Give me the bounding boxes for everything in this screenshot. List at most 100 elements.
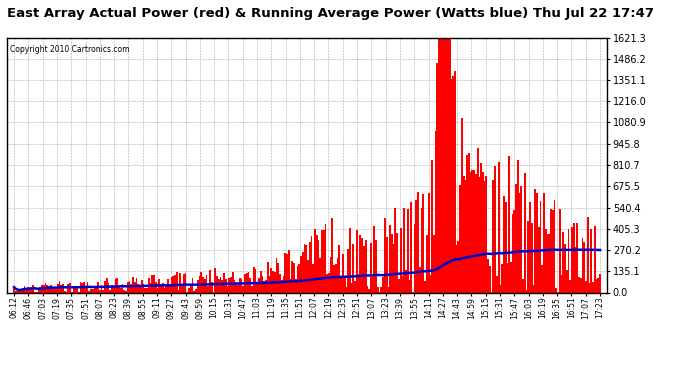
Bar	[363, 246, 365, 292]
Bar	[27, 287, 29, 292]
Bar	[239, 278, 241, 292]
Bar	[480, 163, 482, 292]
Bar	[380, 287, 382, 292]
Bar	[562, 232, 564, 292]
Bar	[153, 275, 155, 292]
Bar	[351, 284, 353, 292]
Bar	[223, 273, 225, 292]
Bar	[286, 254, 288, 292]
Bar	[477, 148, 479, 292]
Bar	[589, 283, 591, 292]
Bar	[473, 170, 475, 292]
Bar	[265, 280, 267, 292]
Bar	[76, 286, 78, 292]
Bar	[232, 272, 234, 292]
Bar	[536, 193, 538, 292]
Bar	[83, 282, 85, 292]
Bar	[151, 276, 153, 292]
Bar	[591, 229, 592, 292]
Bar	[218, 279, 219, 292]
Bar	[268, 276, 270, 292]
Bar	[41, 285, 43, 292]
Bar	[324, 224, 326, 292]
Bar	[471, 170, 473, 292]
Bar	[135, 278, 137, 292]
Bar	[190, 286, 192, 292]
Bar	[32, 285, 34, 292]
Bar	[19, 291, 20, 292]
Bar	[249, 278, 251, 292]
Bar	[106, 278, 108, 292]
Bar	[595, 279, 598, 292]
Bar	[452, 76, 454, 292]
Text: East Array Actual Power (red) & Running Average Power (Watts blue) Thu Jul 22 17: East Array Actual Power (red) & Running …	[7, 8, 654, 21]
Bar	[482, 172, 484, 292]
Bar	[102, 290, 104, 292]
Bar	[55, 287, 57, 292]
Bar	[195, 289, 197, 292]
Bar	[230, 277, 232, 292]
Bar	[192, 278, 193, 292]
Bar	[118, 286, 120, 292]
Bar	[259, 271, 262, 292]
Bar	[246, 273, 248, 292]
Bar	[304, 244, 306, 292]
Bar	[403, 209, 405, 292]
Bar	[353, 244, 355, 292]
Bar	[79, 282, 81, 292]
Bar	[362, 238, 363, 292]
Bar	[444, 38, 445, 292]
Bar	[395, 208, 396, 292]
Bar	[382, 277, 384, 292]
Bar	[585, 280, 587, 292]
Bar	[258, 278, 260, 292]
Bar	[267, 262, 268, 292]
Bar	[291, 261, 293, 292]
Bar	[508, 156, 510, 292]
Bar	[115, 279, 117, 292]
Bar	[515, 184, 517, 292]
Bar	[366, 286, 368, 292]
Bar	[503, 196, 505, 292]
Bar	[15, 291, 17, 292]
Bar	[148, 278, 150, 292]
Bar	[323, 230, 324, 292]
Bar	[396, 233, 398, 292]
Bar	[183, 274, 185, 292]
Bar	[326, 274, 328, 292]
Bar	[288, 250, 290, 292]
Text: Copyright 2010 Cartronics.com: Copyright 2010 Cartronics.com	[10, 45, 130, 54]
Bar	[576, 223, 578, 292]
Bar	[197, 280, 199, 292]
Bar	[241, 279, 242, 292]
Bar	[26, 288, 27, 292]
Bar	[314, 229, 316, 292]
Bar	[23, 286, 26, 292]
Bar	[442, 38, 444, 292]
Bar	[402, 276, 403, 292]
Bar	[160, 285, 162, 292]
Bar	[487, 260, 489, 292]
Bar	[411, 202, 412, 292]
Bar	[43, 285, 45, 292]
Bar	[117, 278, 118, 292]
Bar	[167, 279, 169, 292]
Bar	[437, 63, 438, 292]
Bar	[386, 237, 388, 292]
Bar	[478, 177, 480, 292]
Bar	[342, 254, 344, 292]
Bar	[308, 242, 310, 292]
Bar	[493, 180, 494, 292]
Bar	[466, 154, 468, 292]
Bar	[108, 283, 110, 292]
Bar	[277, 263, 279, 292]
Bar	[599, 274, 601, 292]
Bar	[293, 263, 295, 292]
Bar	[520, 186, 522, 292]
Bar	[419, 267, 421, 292]
Bar	[186, 291, 188, 292]
Bar	[405, 270, 407, 292]
Bar	[519, 193, 520, 292]
Bar	[391, 234, 393, 292]
Bar	[475, 174, 477, 292]
